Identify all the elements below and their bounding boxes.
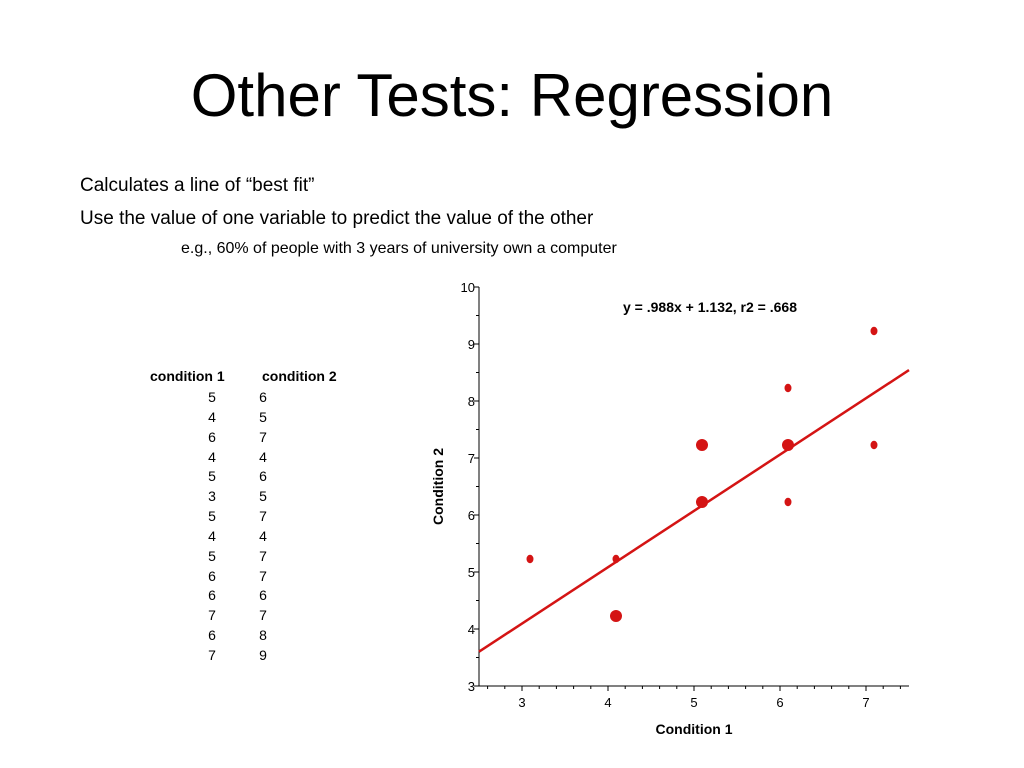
chart-svg: 3 4 5 6 7 8 9 10 3 4 5 6 7 Condition 1 Condition 2 y = … [430,280,910,737]
cell-condition-2: 7 [259,428,267,445]
cell-condition-2: 6 [259,389,267,405]
sub-bullet-example: e.g., 60% of people with 3 years of univ… [181,240,617,257]
cell-condition-2: 4 [259,448,267,465]
y-axis-label: Condition 2 [430,448,446,525]
bullet-predict: Use the value of one variable to predict… [80,208,594,229]
cell-condition-1: 6 [208,567,216,584]
cell-condition-2: 7 [259,547,267,564]
scatter-chart: 3 4 5 6 7 8 9 10 3 4 5 6 7 Condition 1 Condition 2 y = … [420,270,940,750]
regression-line [478,369,910,653]
y-tick-label: 7 [468,451,475,466]
cell-condition-1: 7 [208,607,216,624]
cell-condition-2: 5 [259,408,267,425]
cell-condition-2: 6 [259,468,267,485]
cell-condition-1: 5 [208,508,216,525]
y-tick-label: 8 [468,394,475,409]
cell-condition-1: 6 [208,428,216,445]
data-point [784,497,792,507]
y-tick-label: 3 [468,679,475,694]
slide-title: Other Tests: Regression [190,62,834,129]
data-point [870,326,878,336]
cell-condition-1: 7 [208,646,216,663]
cell-condition-2: 4 [259,527,267,544]
cell-condition-1: 4 [208,527,216,544]
cell-condition-2: 5 [259,488,267,505]
bullet-best-fit: Calculates a line of “best fit” [80,175,315,196]
table-header: condition 1 condition 2 [140,366,380,388]
x-tick-label: 4 [604,695,611,710]
y-tick-label: 10 [461,280,475,295]
cell-condition-2: 8 [259,627,267,644]
data-point [696,439,708,451]
data-point [782,439,794,451]
y-tick-label: 9 [468,337,475,352]
cell-condition-1: 5 [208,468,216,485]
cell-condition-2: 6 [259,587,267,604]
cell-condition-2: 7 [259,508,267,525]
cell-condition-1: 5 [208,389,216,405]
header-condition-2: condition 2 [262,368,337,384]
data-point [696,496,708,508]
x-tick-label: 7 [862,695,869,710]
cell-condition-1: 4 [208,408,216,425]
cell-condition-1: 4 [208,448,216,465]
x-tick-label: 3 [518,695,525,710]
cell-condition-1: 6 [208,627,216,644]
data-point [526,554,534,564]
y-tick-label: 5 [468,565,475,580]
y-tick-label: 6 [468,508,475,523]
y-tick-label: 4 [468,622,475,637]
cell-condition-1: 5 [208,547,216,564]
header-condition-1: condition 1 [150,368,225,384]
cell-condition-1: 3 [208,488,216,505]
cell-condition-2: 9 [259,646,267,663]
data-point [610,610,622,622]
data-point [784,383,792,393]
cell-condition-2: 7 [259,607,267,624]
x-tick-label: 5 [690,695,697,710]
cell-condition-1: 6 [208,587,216,604]
data-point [870,440,878,450]
data-point [612,554,620,564]
cell-condition-2: 7 [259,567,267,584]
x-axis-label: Condition 1 [656,721,733,737]
regression-equation: y = .988x + 1.132, r2 = .668 [623,299,797,315]
x-tick-label: 6 [776,695,783,710]
